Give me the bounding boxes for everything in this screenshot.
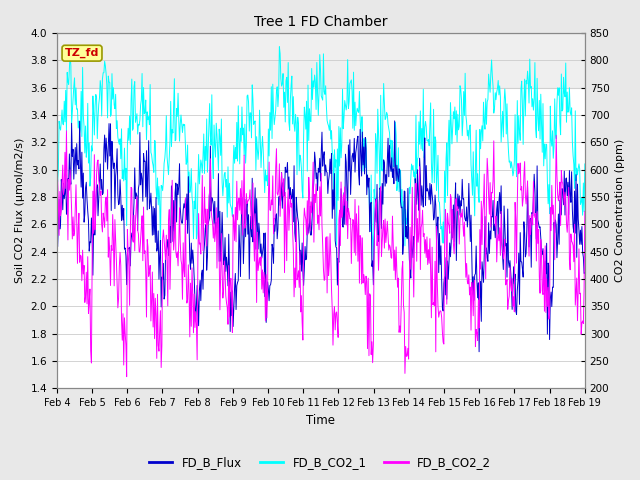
Y-axis label: Soil CO2 Flux (μmol/m2/s): Soil CO2 Flux (μmol/m2/s) bbox=[15, 138, 25, 283]
X-axis label: Time: Time bbox=[307, 414, 335, 427]
Bar bbox=[57, 33, 585, 88]
Legend: FD_B_Flux, FD_B_CO2_1, FD_B_CO2_2: FD_B_Flux, FD_B_CO2_1, FD_B_CO2_2 bbox=[144, 452, 496, 474]
Y-axis label: CO2 Concentration (ppm): CO2 Concentration (ppm) bbox=[615, 139, 625, 282]
Text: TZ_fd: TZ_fd bbox=[65, 48, 99, 58]
Title: Tree 1 FD Chamber: Tree 1 FD Chamber bbox=[254, 15, 388, 29]
